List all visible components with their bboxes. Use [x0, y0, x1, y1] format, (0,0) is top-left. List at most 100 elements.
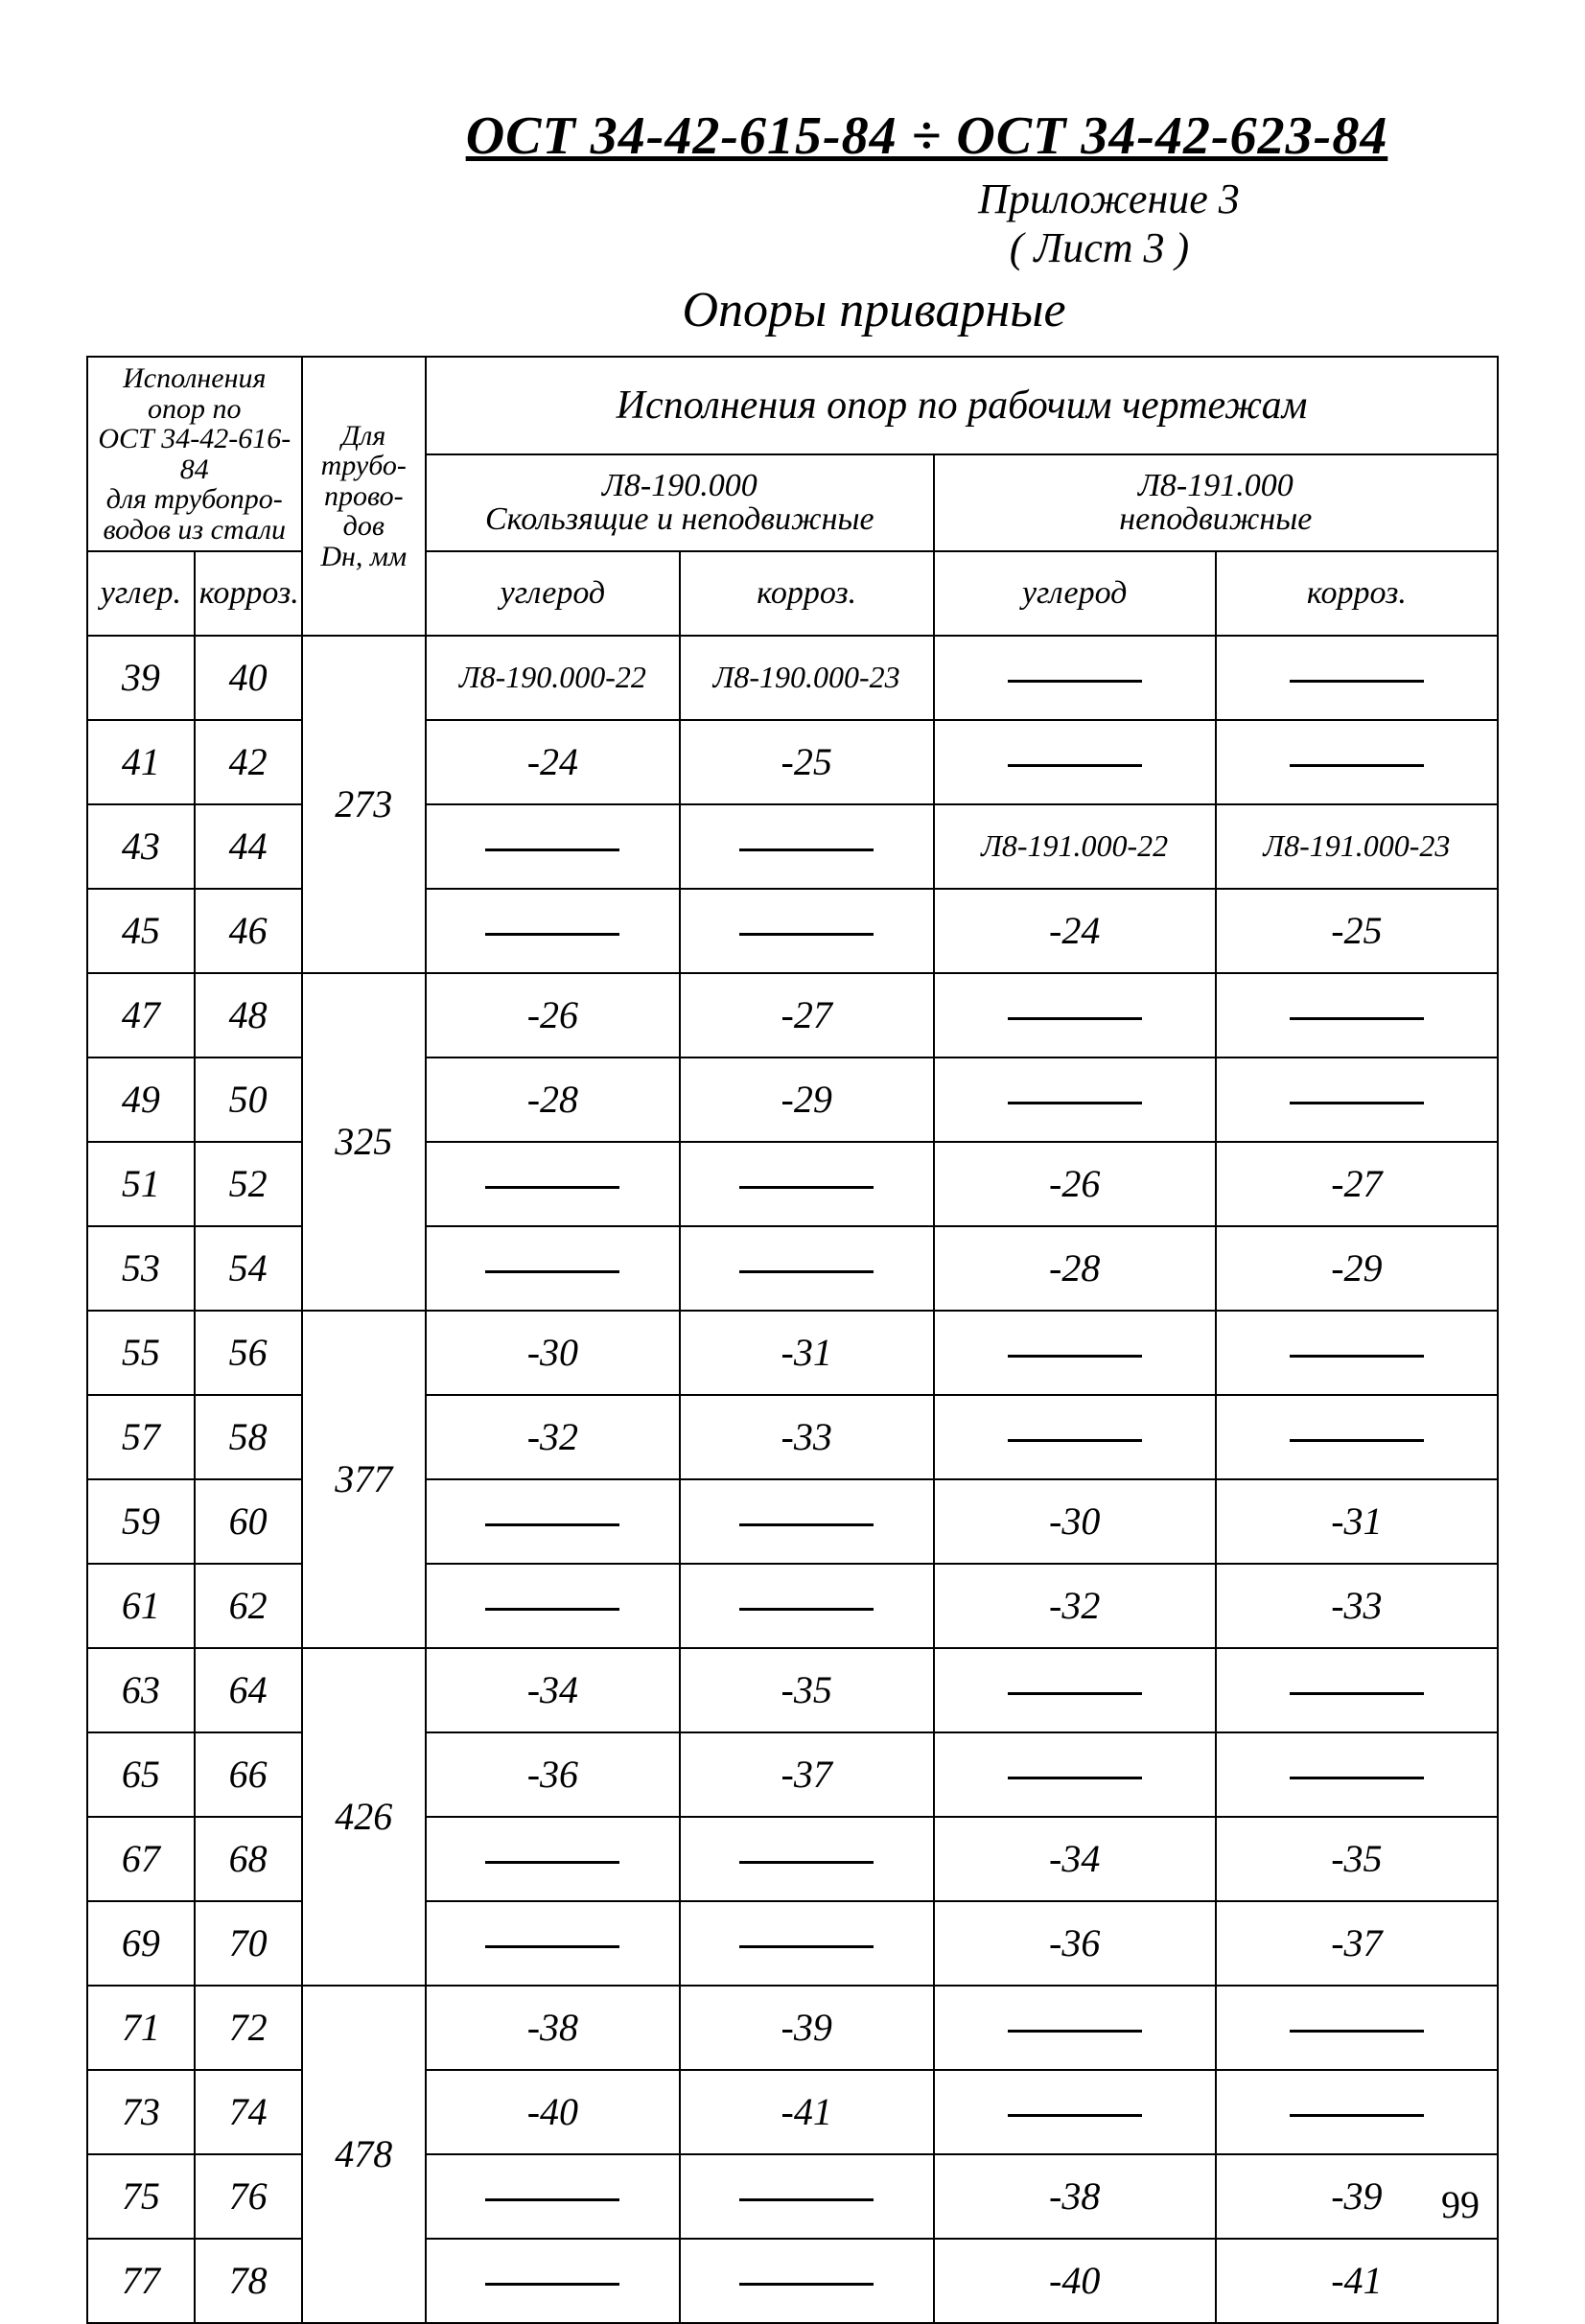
- table-cell: 43: [87, 804, 195, 889]
- table-cell: 65: [87, 1732, 195, 1817]
- dash-icon: [1008, 1017, 1142, 1020]
- table-row: 6768-34-35: [87, 1817, 1498, 1901]
- table-row: 7374-40-41: [87, 2070, 1498, 2154]
- table-cell: 78: [195, 2239, 302, 2323]
- head-uglerod: углерод: [426, 551, 680, 636]
- dash-icon: [1008, 1777, 1142, 1779]
- dash-icon: [485, 2198, 619, 2201]
- table-cell: 63: [87, 1648, 195, 1732]
- table-cell: -36: [426, 1732, 680, 1817]
- table-cell: 66: [195, 1732, 302, 1817]
- head-l8-191: Л8-191.000 неподвижные: [934, 454, 1498, 552]
- table-row: 4344Л8-191.000-22Л8-191.000-23: [87, 804, 1498, 889]
- table-cell: 59: [87, 1479, 195, 1564]
- table-cell: -32: [426, 1395, 680, 1479]
- sheet-label: ( Лист 3 ): [700, 223, 1499, 272]
- table-row: 4748325-26-27: [87, 973, 1498, 1057]
- table-cell: -25: [680, 720, 934, 804]
- table-cell: 40: [195, 636, 302, 720]
- table-cell: [1216, 1648, 1498, 1732]
- table-cell: [1216, 2070, 1498, 2154]
- table-row: 6970-36-37: [87, 1901, 1498, 1986]
- dash-icon: [739, 1608, 874, 1611]
- table-cell: 54: [195, 1226, 302, 1311]
- table-cell: [1216, 1311, 1498, 1395]
- table-row: 5152-26-27: [87, 1142, 1498, 1226]
- appendix-label: Приложение 3: [719, 174, 1499, 223]
- table-cell: 48: [195, 973, 302, 1057]
- table-cell: 72: [195, 1986, 302, 2070]
- table-cell: [426, 1817, 680, 1901]
- table-cell: -37: [1216, 1901, 1498, 1986]
- table-cell: [934, 1057, 1216, 1142]
- table-cell: -34: [934, 1817, 1216, 1901]
- table-cell: 70: [195, 1901, 302, 1986]
- table-cell: 50: [195, 1057, 302, 1142]
- table-cell: [680, 2239, 934, 2323]
- table-cell: [680, 1479, 934, 1564]
- head-text: Для трубо- прово- дов: [321, 420, 407, 543]
- table-cell: [1216, 973, 1498, 1057]
- table-row: 7172478-38-39: [87, 1986, 1498, 2070]
- dn-cell: 273: [302, 636, 426, 973]
- dash-icon: [1008, 2114, 1142, 2117]
- table-cell: -31: [1216, 1479, 1498, 1564]
- dash-icon: [1008, 2030, 1142, 2033]
- table-cell: -30: [934, 1479, 1216, 1564]
- table-cell: 56: [195, 1311, 302, 1395]
- table-cell: 76: [195, 2154, 302, 2239]
- table-cell: 57: [87, 1395, 195, 1479]
- table-cell: [1216, 720, 1498, 804]
- table-cell: 55: [87, 1311, 195, 1395]
- dash-icon: [485, 1945, 619, 1948]
- dash-icon: [1290, 2114, 1424, 2117]
- table-cell: 52: [195, 1142, 302, 1226]
- dash-icon: [1008, 764, 1142, 767]
- dash-icon: [1008, 1692, 1142, 1695]
- table-cell: [426, 2239, 680, 2323]
- table-cell: [1216, 1986, 1498, 2070]
- dash-icon: [739, 848, 874, 851]
- table-row: 5354-28-29: [87, 1226, 1498, 1311]
- dash-icon: [1290, 1439, 1424, 1442]
- table-cell: [680, 804, 934, 889]
- table-cell: -24: [934, 889, 1216, 973]
- dash-icon: [1290, 764, 1424, 767]
- table-cell: Л8-191.000-23: [1216, 804, 1498, 889]
- table-cell: Л8-190.000-23: [680, 636, 934, 720]
- table-cell: Л8-191.000-22: [934, 804, 1216, 889]
- table-cell: -31: [680, 1311, 934, 1395]
- dash-icon: [1290, 1355, 1424, 1358]
- table-cell: -24: [426, 720, 680, 804]
- table-cell: 41: [87, 720, 195, 804]
- table-cell: [934, 1311, 1216, 1395]
- table-cell: 51: [87, 1142, 195, 1226]
- table-cell: 68: [195, 1817, 302, 1901]
- table-cell: [1216, 636, 1498, 720]
- table-cell: 75: [87, 2154, 195, 2239]
- dash-icon: [1008, 1102, 1142, 1104]
- table-cell: 46: [195, 889, 302, 973]
- table-cell: [426, 2154, 680, 2239]
- dash-icon: [1008, 1355, 1142, 1358]
- table-row: 6566-36-37: [87, 1732, 1498, 1817]
- table-row: 4950-28-29: [87, 1057, 1498, 1142]
- table-cell: 45: [87, 889, 195, 973]
- table-cell: -27: [680, 973, 934, 1057]
- table-cell: -38: [426, 1986, 680, 2070]
- table-cell: -29: [1216, 1226, 1498, 1311]
- dn-cell: 426: [302, 1648, 426, 1986]
- table-body: 3940273Л8-190.000-22Л8-190.000-234142-24…: [87, 636, 1498, 2323]
- table-cell: 39: [87, 636, 195, 720]
- head-l8-190: Л8-190.000 Скользящие и неподвижные: [426, 454, 934, 552]
- table-cell: [934, 1732, 1216, 1817]
- head-korroz: корроз.: [195, 551, 302, 636]
- dash-icon: [739, 1270, 874, 1273]
- table-cell: [426, 1479, 680, 1564]
- dash-icon: [1008, 1439, 1142, 1442]
- table-cell: 58: [195, 1395, 302, 1479]
- head-korroz2: корроз.: [680, 551, 934, 636]
- dash-icon: [1008, 680, 1142, 683]
- dash-icon: [485, 1523, 619, 1526]
- table-cell: 64: [195, 1648, 302, 1732]
